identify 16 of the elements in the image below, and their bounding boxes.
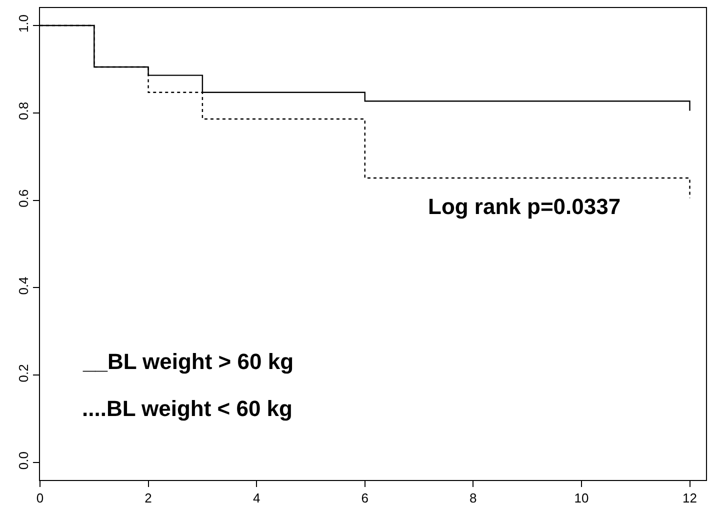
x-tick-label: 6 [361,490,368,506]
y-tick-label: 0.0 [16,452,31,470]
annotation: Log rank p=0.0337 [428,194,621,219]
y-tick-label: 0.6 [16,189,31,208]
annotation: __BL weight > 60 kg [82,349,294,374]
x-tick-label: 4 [252,490,260,506]
x-tick-label: 8 [470,490,477,506]
y-tick-label: 0.4 [16,276,31,295]
annotation: ....BL weight < 60 kg [82,396,292,421]
x-tick-label: 0 [36,490,44,506]
y-tick-label: 0.2 [16,364,31,382]
y-tick-label: 1.0 [16,14,31,33]
x-tick-label: 12 [682,490,697,506]
x-tick-label: 10 [574,490,589,506]
y-tick-label: 0.8 [16,102,31,120]
x-tick-label: 2 [144,490,152,506]
